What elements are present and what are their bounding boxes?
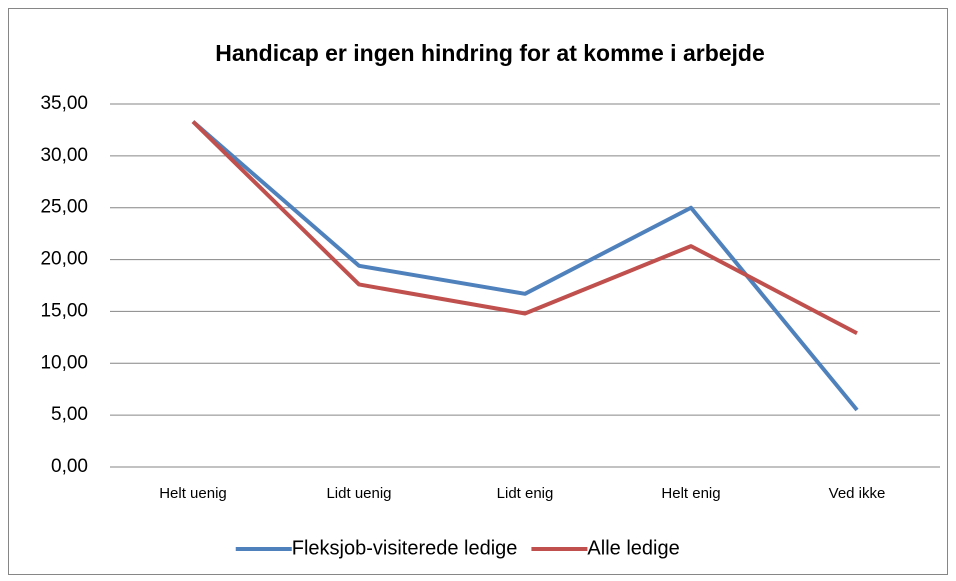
x-tick-label: Helt enig [661,485,720,502]
y-tick-label: 15,00 [40,300,88,321]
y-tick-label: 5,00 [51,404,88,425]
y-tick-label: 20,00 [40,249,88,270]
chart-title: Handicap er ingen hindring for at komme … [215,40,765,66]
legend-label: Fleksjob-visiterede ledige [292,537,518,559]
x-tick-label: Ved ikke [829,485,886,502]
legend-label: Alle ledige [587,537,679,559]
y-tick-label: 0,00 [51,456,88,477]
y-tick-label: 10,00 [40,352,88,373]
series-line [191,120,858,335]
y-tick-label: 30,00 [40,145,88,166]
chart-frame [8,8,948,575]
x-tick-label: Lidt enig [497,485,554,502]
x-tick-label: Helt uenig [159,485,227,502]
x-tick-label: Lidt uenig [326,485,391,502]
y-tick-label: 35,00 [40,93,88,114]
y-tick-label: 25,00 [40,197,88,218]
